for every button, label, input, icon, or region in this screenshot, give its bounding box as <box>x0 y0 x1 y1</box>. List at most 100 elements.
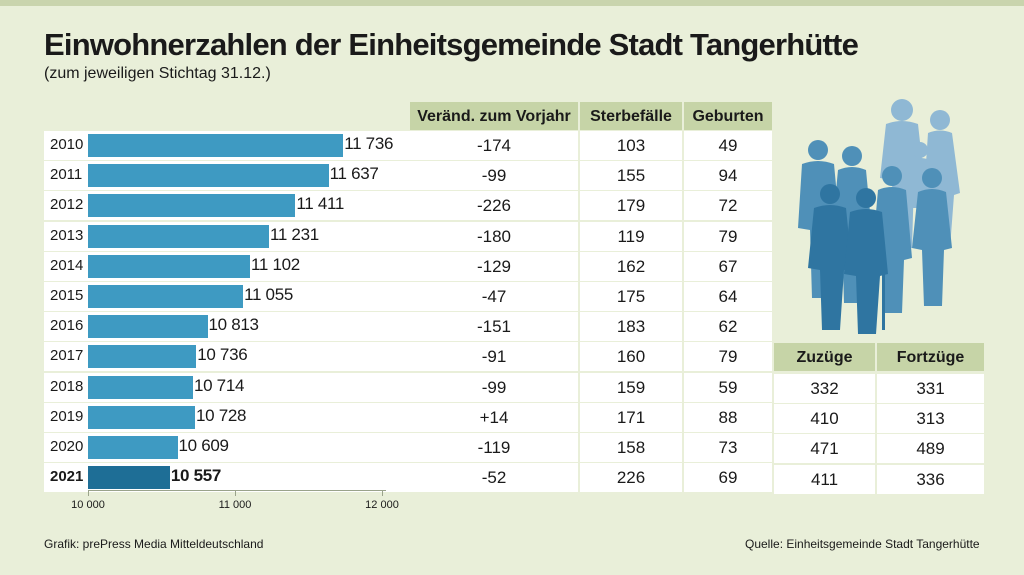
births-cell: 88 <box>684 402 772 432</box>
table-row: 2015 11 055 -47 175 64 <box>44 281 774 311</box>
x-tick-label: 11 000 <box>218 499 252 511</box>
births-cell: 62 <box>684 312 772 342</box>
bar <box>88 345 197 369</box>
header-births: Geburten <box>684 102 772 130</box>
births-cell: 79 <box>684 221 772 251</box>
deaths-cell: 103 <box>580 131 682 160</box>
change-cell: -226 <box>410 191 578 221</box>
bar-value-label: 11 637 <box>329 164 379 184</box>
deaths-cell: 160 <box>580 342 682 372</box>
in-cell: 410 <box>774 404 875 434</box>
births-cell: 59 <box>684 372 772 402</box>
change-cell: -129 <box>410 251 578 281</box>
change-cell: -151 <box>410 312 578 342</box>
year-label: 2018 <box>50 377 84 395</box>
births-cell: 67 <box>684 251 772 281</box>
x-tick-label: 10 000 <box>71 499 105 511</box>
births-cell: 73 <box>684 432 772 462</box>
births-cell: 79 <box>684 342 772 372</box>
bar-value-label: 10 813 <box>208 315 260 335</box>
year-label: 2021 <box>50 468 84 486</box>
table-row: 2011 11 637 -99 155 94 <box>44 161 774 191</box>
credit-text: Grafik: prePress Media Mitteldeutschland <box>44 537 264 551</box>
migration-row: 332 331 <box>774 374 984 403</box>
header-out: Fortzüge <box>877 343 984 371</box>
change-cell: -119 <box>410 432 578 462</box>
change-cell: -91 <box>410 342 578 372</box>
births-cell: 94 <box>684 161 772 191</box>
x-tick-label: 12 000 <box>365 499 399 511</box>
change-cell: -180 <box>410 221 578 251</box>
bar-value-label: 10 557 <box>170 466 222 486</box>
year-label: 2016 <box>50 317 84 335</box>
bar <box>88 375 193 399</box>
out-cell: 489 <box>877 434 984 464</box>
deaths-cell: 158 <box>580 432 682 462</box>
header-change: Veränd. zum Vorjahr <box>410 102 578 130</box>
deaths-cell: 119 <box>580 221 682 251</box>
bar-value-label: 10 728 <box>196 405 247 425</box>
migration-row: 411 336 <box>774 464 984 494</box>
table-row: 2017 10 736 -91 160 79 <box>44 342 774 372</box>
births-cell: 64 <box>684 281 772 311</box>
bar <box>88 284 244 308</box>
in-cell: 332 <box>774 374 875 403</box>
bar <box>88 164 329 188</box>
out-cell: 313 <box>877 404 984 434</box>
bar-value-label: 11 411 <box>296 194 345 214</box>
x-tick <box>88 491 89 496</box>
year-label: 2015 <box>50 286 84 304</box>
x-tick <box>235 491 236 496</box>
table-row: 2010 11 736 -174 103 49 <box>44 131 774 160</box>
bar <box>88 315 208 339</box>
deaths-cell: 162 <box>580 251 682 281</box>
year-label: 2017 <box>50 347 84 365</box>
change-cell: -174 <box>410 131 578 160</box>
change-cell: -52 <box>410 463 578 493</box>
bar-value-label: 10 714 <box>193 375 245 395</box>
people-silhouette-icon <box>798 99 960 334</box>
bar-value-label: 11 231 <box>269 224 319 244</box>
deaths-cell: 155 <box>580 161 682 191</box>
bar <box>88 466 170 490</box>
bar-value-label: 11 055 <box>244 284 294 304</box>
bar <box>88 435 178 459</box>
table-row: 2020 10 609 -119 158 73 <box>44 432 774 462</box>
year-label: 2013 <box>50 226 84 244</box>
table-row: 2018 10 714 -99 159 59 <box>44 372 774 402</box>
migration-table: 332 331 410 313 471 489 411 336 <box>774 374 984 495</box>
year-label: 2010 <box>50 136 84 153</box>
in-cell: 411 <box>774 464 875 494</box>
change-cell: +14 <box>410 402 578 432</box>
chart-title: Einwohnerzahlen der Einheitsgemeinde Sta… <box>44 27 859 62</box>
in-cell: 471 <box>774 434 875 464</box>
x-axis-line <box>88 490 386 491</box>
table-row: 2013 11 231 -180 119 79 <box>44 221 774 251</box>
header-deaths: Sterbefälle <box>580 102 682 130</box>
year-label: 2011 <box>50 166 83 184</box>
top-rule <box>0 0 1024 6</box>
bar <box>88 254 250 278</box>
year-label: 2019 <box>50 407 84 425</box>
year-label: 2014 <box>50 256 84 274</box>
bar-value-label: 10 609 <box>178 435 230 455</box>
births-cell: 49 <box>684 131 772 160</box>
births-cell: 69 <box>684 463 772 493</box>
x-tick <box>382 491 383 496</box>
deaths-cell: 171 <box>580 402 682 432</box>
table-row: 2016 10 813 -151 183 62 <box>44 312 774 342</box>
bar-value-label: 10 736 <box>197 345 248 365</box>
bar <box>88 194 296 218</box>
change-cell: -99 <box>410 372 578 402</box>
out-cell: 336 <box>877 464 984 494</box>
change-cell: -99 <box>410 161 578 191</box>
deaths-cell: 159 <box>580 372 682 402</box>
migration-row: 410 313 <box>774 404 984 434</box>
chart-subtitle: (zum jeweiligen Stichtag 31.12.) <box>44 65 271 82</box>
deaths-cell: 175 <box>580 281 682 311</box>
deaths-cell: 179 <box>580 191 682 221</box>
births-cell: 72 <box>684 191 772 221</box>
bar <box>88 405 196 429</box>
table-row: 2019 10 728 +14 171 88 <box>44 402 774 432</box>
data-rows: 2010 11 736 -174 103 49 2011 11 637 -99 155 94 201… <box>44 131 774 493</box>
